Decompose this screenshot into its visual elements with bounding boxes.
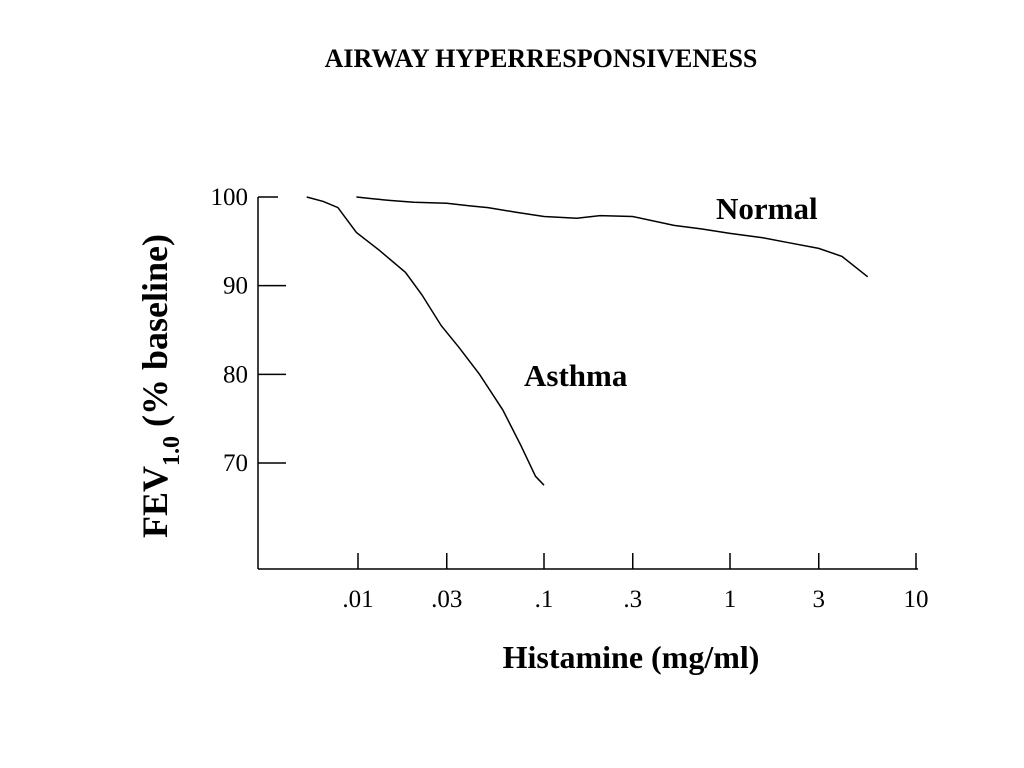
series-line-normal [356,196,869,278]
x-axis-label: Histamine (mg/ml) [503,639,760,675]
series-labels: Normal Asthma [524,191,818,393]
chart-title: AIRWAY HYPERRESPONSIVENESS [325,44,758,73]
y-tick-label: 90 [223,273,248,300]
y-tick-label: 70 [223,450,248,477]
y-tick-label: 80 [223,361,248,388]
y-axis-label: FEV1.0 (% baseline) [135,234,185,538]
x-tick-label: .3 [623,586,642,613]
y-axis-label-subscript: 1.0 [159,436,185,466]
x-tick-label: .01 [342,586,373,613]
axes: 100 90 80 70 .01 .03 .1 .3 1 3 10 [211,184,929,613]
x-tick-label: 10 [904,586,929,613]
series-label-asthma: Asthma [524,358,628,393]
series-curves [306,196,869,486]
y-axis-label-main: FEV [135,466,175,538]
y-axis-label-rest: (% baseline) [135,234,175,436]
x-tick-label: .1 [535,586,554,613]
series-line-asthma [306,196,545,486]
y-tick-label: 100 [211,184,249,211]
series-label-normal: Normal [716,191,818,226]
x-tick-label: .03 [431,586,462,613]
x-tick-label: 3 [812,586,825,613]
x-tick-label: 1 [724,586,737,613]
